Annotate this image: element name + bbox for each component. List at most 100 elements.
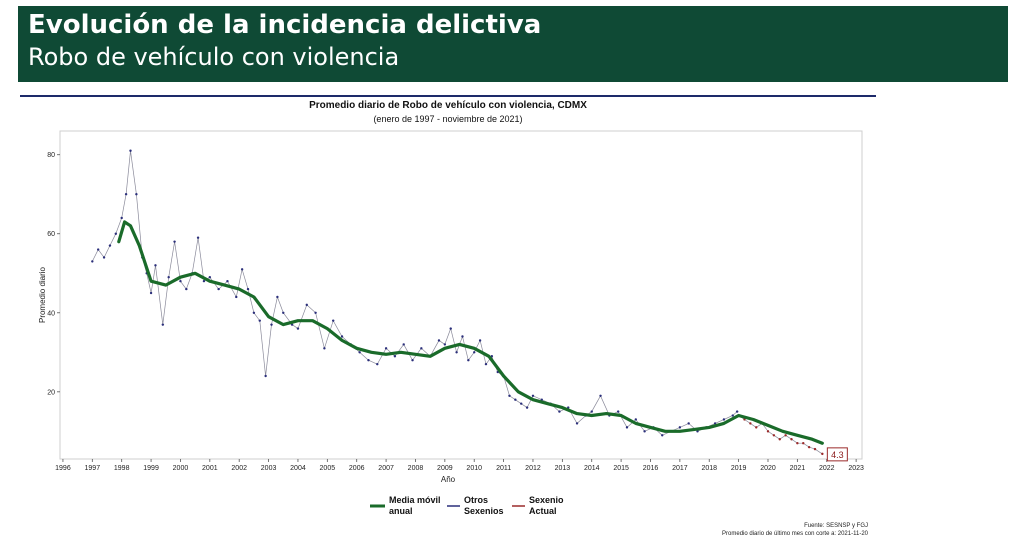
legend-label-otros-sexenios-1: Otros xyxy=(464,495,488,505)
x-tick-label: 2022 xyxy=(819,465,835,472)
data-point-otros-sexenios xyxy=(305,303,308,307)
data-point-otros-sexenios xyxy=(661,434,664,437)
x-tick-label: 2004 xyxy=(290,465,306,472)
legend-label-sexenio-actual-1: Sexenio xyxy=(529,495,564,505)
data-point-sexenio-actual xyxy=(749,422,752,425)
data-point-otros-sexenios xyxy=(508,394,511,397)
end-value-box xyxy=(826,447,848,462)
data-point-otros-sexenios xyxy=(161,323,165,326)
x-tick-label: 2011 xyxy=(496,465,511,472)
data-point-otros-sexenios xyxy=(185,287,188,291)
data-point-otros-sexenios xyxy=(525,406,529,409)
data-point-otros-sexenios xyxy=(252,311,256,314)
header-divider xyxy=(20,95,876,97)
data-point-otros-sexenios xyxy=(643,430,646,433)
data-point-otros-sexenios xyxy=(91,260,94,263)
x-tick-label: 2015 xyxy=(613,465,629,472)
data-point-otros-sexenios xyxy=(696,430,699,433)
y-tick-label: 80 xyxy=(47,152,55,159)
data-point-otros-sexenios xyxy=(135,193,138,196)
data-point-otros-sexenios xyxy=(514,398,517,401)
x-tick-label: 2014 xyxy=(584,465,600,472)
x-tick-label: 2008 xyxy=(408,465,424,472)
data-point-otros-sexenios xyxy=(625,426,629,429)
x-tick-label: 2003 xyxy=(261,465,277,472)
data-point-otros-sexenios xyxy=(358,351,361,354)
data-point-otros-sexenios xyxy=(478,339,482,342)
data-point-otros-sexenios xyxy=(455,351,458,354)
data-point-otros-sexenios xyxy=(167,276,170,279)
data-point-otros-sexenios xyxy=(258,319,261,322)
data-point-otros-sexenios xyxy=(376,362,379,366)
data-point-otros-sexenios xyxy=(114,232,118,235)
data-point-otros-sexenios xyxy=(461,335,464,338)
data-point-otros-sexenios xyxy=(179,279,182,283)
data-point-otros-sexenios xyxy=(276,295,279,299)
series-line-media-movil-anual xyxy=(117,220,824,445)
data-point-otros-sexenios xyxy=(154,264,157,267)
data-point-otros-sexenios xyxy=(411,359,414,362)
x-tick-label: 2023 xyxy=(848,465,864,472)
x-tick-label: 1999 xyxy=(143,465,159,472)
x-tick-label: 2000 xyxy=(173,465,189,472)
data-point-otros-sexenios xyxy=(473,351,476,354)
data-point-otros-sexenios xyxy=(340,335,344,338)
x-tick-label: 2010 xyxy=(466,465,482,472)
x-axis-label: Año xyxy=(441,475,456,484)
source-line-1: Fuente: SESNSP y FGJ xyxy=(804,523,868,529)
legend-label-media-movil-1: Media móvil xyxy=(389,495,441,505)
x-tick-label: 2005 xyxy=(320,465,336,472)
data-point-sexenio-actual xyxy=(772,434,776,437)
data-point-sexenio-actual xyxy=(778,438,781,441)
data-point-otros-sexenios xyxy=(735,410,739,413)
data-point-otros-sexenios xyxy=(108,244,112,247)
x-tick-label: 2021 xyxy=(790,465,806,472)
data-point-otros-sexenios xyxy=(531,394,535,397)
data-point-sexenio-actual xyxy=(802,441,805,445)
data-point-otros-sexenios xyxy=(437,339,441,342)
x-tick-label: 2013 xyxy=(555,465,571,472)
series-layer xyxy=(91,149,824,456)
y-tick-label: 60 xyxy=(47,231,55,238)
data-point-otros-sexenios xyxy=(102,256,106,259)
data-point-sexenio-actual xyxy=(813,447,817,451)
data-point-sexenio-actual xyxy=(807,445,811,449)
data-point-otros-sexenios xyxy=(678,426,682,429)
data-point-otros-sexenios xyxy=(332,319,335,322)
data-point-otros-sexenios xyxy=(484,362,488,366)
page-title: Evolución de la incidencia delictiva xyxy=(28,10,542,40)
data-point-otros-sexenios xyxy=(467,359,470,362)
chart-title: Promedio diario de Robo de vehículo con … xyxy=(309,100,587,111)
y-axis-label: Promedio diario xyxy=(38,266,47,323)
data-point-otros-sexenios xyxy=(217,287,220,291)
x-tick-label: 1997 xyxy=(85,465,101,472)
data-point-sexenio-actual xyxy=(784,434,787,437)
x-tick-label: 2009 xyxy=(437,465,453,472)
chart-subtitle: (enero de 1997 - noviembre de 2021) xyxy=(373,114,522,124)
data-point-otros-sexenios xyxy=(196,236,200,239)
data-point-otros-sexenios xyxy=(520,402,523,405)
data-point-otros-sexenios xyxy=(367,359,370,362)
data-point-otros-sexenios xyxy=(226,279,229,283)
data-point-otros-sexenios xyxy=(149,291,153,295)
header-banner: Evolución de la incidencia delictiva Rob… xyxy=(18,6,1008,82)
page-subtitle: Robo de vehículo con violencia xyxy=(28,43,400,71)
x-tick-label: 2012 xyxy=(525,465,541,472)
data-point-otros-sexenios xyxy=(96,248,100,251)
legend-label-media-movil-2: anual xyxy=(389,506,413,516)
data-point-otros-sexenios xyxy=(590,410,593,413)
data-point-sexenio-actual xyxy=(796,441,799,445)
source-line-2: Promedio diario de último mes con corte … xyxy=(722,531,869,537)
data-point-otros-sexenios xyxy=(202,279,206,283)
data-point-otros-sexenios xyxy=(323,347,326,350)
data-point-otros-sexenios xyxy=(558,410,561,413)
data-point-sexenio-actual xyxy=(790,438,793,441)
data-point-otros-sexenios xyxy=(599,394,602,397)
x-tick-label: 2007 xyxy=(378,465,394,472)
end-value-text: 4.3 xyxy=(831,450,844,460)
x-axis: 1996 1997 1998 1999 2000 2001 2002 2003 2004 2005… xyxy=(55,459,864,472)
data-point-otros-sexenios xyxy=(264,374,267,378)
end-value-label: 4.3 xyxy=(826,447,848,462)
data-point-otros-sexenios xyxy=(120,216,123,220)
